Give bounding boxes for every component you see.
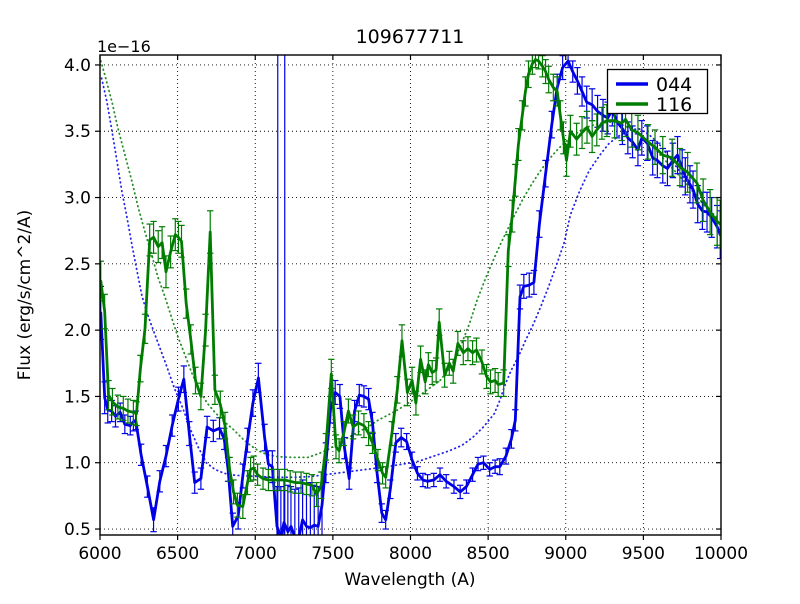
spectra-curves	[100, 55, 721, 535]
legend-label-044: 044	[656, 74, 692, 96]
x-tick-label: 6500	[156, 544, 199, 564]
tick-labels: 6000 6500 7000 7500 8000 8500 9000 9500 10000 0.5…	[64, 56, 748, 564]
y-axis-offset-label: 1e−16	[97, 37, 151, 56]
series-044-template-curve	[100, 77, 720, 479]
y-tick-label: 0.5	[64, 520, 91, 540]
legend-label-116: 116	[656, 94, 692, 116]
legend-entry-044: 044	[616, 74, 692, 96]
series-116-curve	[100, 58, 721, 508]
y-tick-label: 1.5	[64, 387, 91, 407]
series-116-template-curve	[100, 60, 720, 459]
series-044-curve	[100, 59, 721, 535]
x-tick-label: 6000	[78, 544, 121, 564]
x-tick-label: 7000	[234, 544, 277, 564]
y-tick-label: 4.0	[64, 56, 91, 76]
x-tick-label: 10000	[694, 544, 748, 564]
error-bars-044	[100, 55, 721, 535]
x-tick-label: 8500	[466, 544, 509, 564]
y-axis-label: Flux (erg/s/cm^2/A)	[15, 210, 35, 381]
x-tick-label: 9000	[544, 544, 587, 564]
x-tick-label: 9500	[622, 544, 665, 564]
x-tick-label: 8000	[389, 544, 432, 564]
y-tick-label: 3.5	[64, 122, 91, 142]
x-axis-label: Wavelength (A)	[344, 570, 475, 590]
y-tick-label: 2.0	[64, 321, 91, 341]
axes-frame-and-ticks	[95, 54, 722, 540]
legend-entry-116: 116	[616, 94, 692, 116]
y-tick-label: 1.0	[64, 454, 91, 474]
plot-title: 109677711	[356, 26, 465, 48]
y-tick-label: 3.0	[64, 189, 91, 209]
x-tick-label: 7500	[311, 544, 354, 564]
y-tick-label: 2.5	[64, 255, 91, 275]
wavelength-marker-lines	[277, 55, 286, 535]
legend: 044 116	[606, 68, 709, 116]
legend-box	[606, 68, 709, 115]
